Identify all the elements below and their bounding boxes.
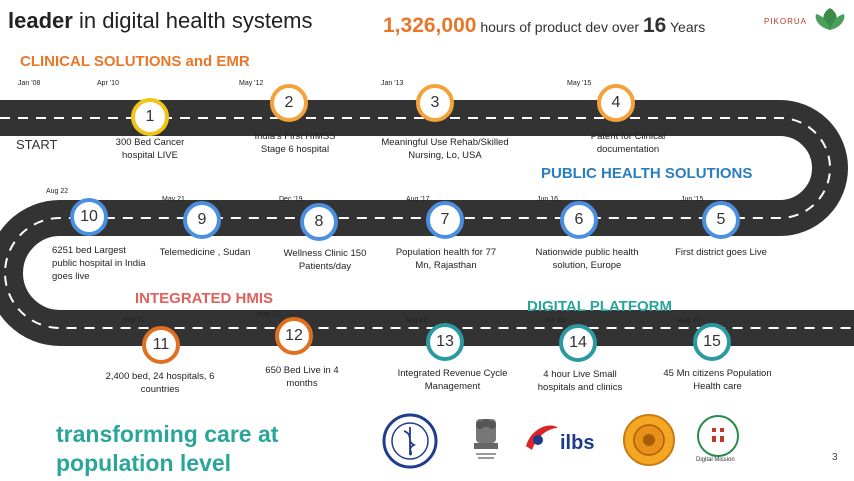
start-label: START [16,137,58,152]
national-emblem-logo-icon [474,419,498,459]
digital-mission-text: Digital Mission [696,457,735,463]
milestone-7-caption: Population health for 77 Mn, Rajasthan [395,247,497,271]
brand-logo-text: PIKORUA [764,17,808,26]
milestone-3-marker: 3 [416,84,454,122]
milestone-1-marker: 1 [131,98,169,136]
stat-number: 1,326,000 [383,14,477,37]
tagline-line-2: population level [56,450,232,476]
stat-years: 16 [642,14,667,37]
milestone-13-marker: 13 [426,323,464,361]
milestone-15-caption: 45 Mn citizens Population Health care [663,368,772,392]
section-public-health: PUBLIC HEALTH SOLUTIONS [541,165,753,182]
stat-text: hours of product dev over [480,19,640,35]
milestone-6-date: Jun 16 [537,196,559,203]
milestone-8-caption: Wellness Clinic 150 Patients/day [283,248,367,272]
milestone-15-marker: 15 [693,323,731,361]
milestone-11-caption: 2,400 bed, 24 hospitals, 6 countries [105,371,215,395]
milestone-13-date: Aug 22 [405,317,428,324]
milestone-2-date: May '12 [239,80,264,87]
milestone-10-date: Aug 22 [46,188,69,195]
milestone-5-date: Jun '15 [681,196,704,203]
milestone-11-marker: 11 [142,326,180,364]
milestone-4-caption: Patent for Clinical documentation [590,131,666,155]
title-bold: leader [8,8,73,33]
page-title: leader in digital health systems [8,8,313,34]
milestone-4-date: May '15 [567,80,592,87]
milestone-2-marker: 2 [270,84,308,122]
section-integrated: INTEGRATED HMIS [135,290,274,307]
milestone-9-caption: Telemedicine , Sudan [159,247,251,258]
milestone-6-marker: 6 [560,201,598,239]
milestone-12-marker: 12 [275,317,313,355]
milestone-14-marker: 14 [559,324,597,362]
milestone-8-date: Dec '19 [279,196,303,203]
milestone-7-date: Aug '17 [406,196,430,203]
milestone-1-caption: 300 Bed Cancer hospital LIVE [115,137,185,161]
milestone-9-marker: 9 [183,201,221,239]
section-digital: DIGITAL PLATFORM [527,298,672,315]
aiims-seal-logo-icon [382,413,438,469]
section-clinical: CLINICAL SOLUTIONS and EMR [20,53,250,70]
ilbs-text: ilbs [560,432,595,454]
lotus-logo-icon [815,8,845,30]
milestone-14-date: Jun 23 [544,317,566,324]
stat-years-label: Years [669,19,706,35]
start-date: Jan '08 [18,80,41,87]
title-rest: in digital health systems [78,8,313,33]
milestone-3-caption: Meaningful Use Rehab/Skilled Nursing, Lo… [381,137,509,161]
milestone-11-date: Sep 22 [123,317,146,324]
digital-mission-emblem-icon [697,415,739,457]
milestone-9-date: May 21 [162,196,185,203]
milestone-5-caption: First district goes Live [675,247,767,258]
milestone-10-marker: 10 [70,198,108,236]
milestone-5-marker: 5 [702,201,740,239]
milestone-15-date: Aug 23 [678,317,701,324]
milestone-13-caption: Integrated Revenue Cycle Management [397,368,508,392]
product-dev-stat: 1,326,000 hours of product dev over 16 Y… [383,14,705,38]
page-number: 3 [832,452,838,463]
milestone-12-caption: 650 Bed Live in 4 months [265,365,339,389]
ilbs-swoosh-icon [526,425,558,450]
milestone-12-date: May 23 [257,311,280,318]
milestone-2-caption: India's First HIMSS Stage 6 hospital [254,131,336,155]
milestone-3-date: Jan '13 [381,80,404,87]
digital-mission-logo: Digital Mission [690,414,746,468]
milestone-10-caption: 6251 bed Largest public hospital in Indi… [52,245,146,282]
maharashtra-seal-logo-icon [623,414,675,466]
milestone-7-marker: 7 [426,201,464,239]
milestone-1-date: Apr '10 [97,80,119,87]
milestone-6-caption: Nationwide public health solution, Europ… [535,247,639,271]
ilbs-logo: ilbs [522,420,607,460]
milestone-8-marker: 8 [300,203,338,241]
milestone-4-marker: 4 [597,84,635,122]
milestone-14-caption: 4 hour Live Small hospitals and clinics [537,369,623,393]
tagline-line-1: transforming care at [56,421,279,447]
tagline: transforming care at population level [56,420,278,478]
